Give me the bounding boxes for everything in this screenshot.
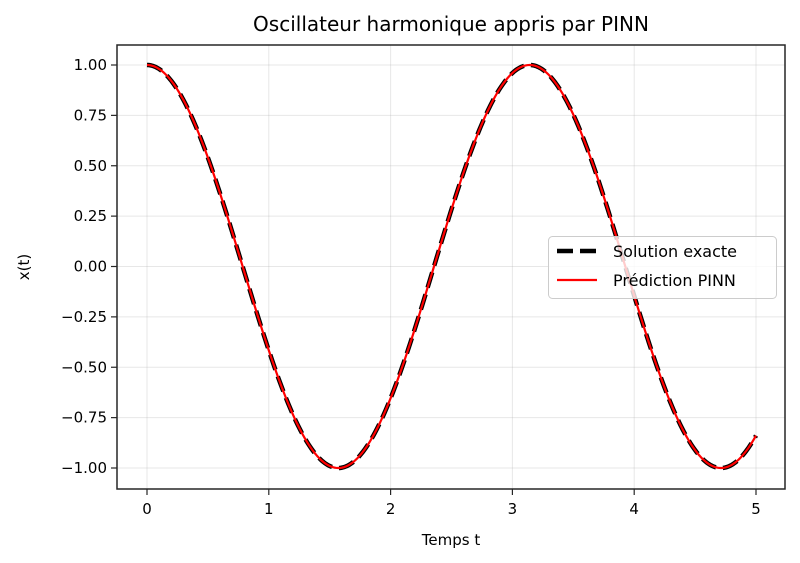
x-tick-label: 1 (264, 500, 274, 518)
legend: Solution exacte Prédiction PINN (548, 236, 777, 299)
y-tick-label: 0.25 (74, 207, 107, 225)
x-tick-label: 2 (386, 500, 396, 518)
y-tick-label: −0.50 (61, 358, 107, 376)
y-tick-label: 0.00 (74, 258, 107, 276)
y-tick-label: 0.50 (74, 157, 107, 175)
y-tick-label: −1.00 (61, 459, 107, 477)
legend-label-exact: Solution exacte (613, 242, 737, 261)
y-axis-label: x(t) (15, 254, 33, 280)
x-tick-label: 3 (508, 500, 518, 518)
x-tick-label: 5 (751, 500, 761, 518)
y-tick-label: 1.00 (74, 56, 107, 74)
legend-label-pinn: Prédiction PINN (613, 271, 736, 290)
x-axis-label: Temps t (421, 531, 481, 549)
plot-curves (146, 62, 758, 471)
y-axis-ticks: 1.00 0.75 0.50 0.25 0.00 −0.25 −0.50 −0.75 −1.00 (61, 56, 117, 477)
y-tick-label: 0.75 (74, 106, 107, 124)
chart-title: Oscillateur harmonique appris par PINN (253, 12, 649, 36)
legend-item-exact: Solution exacte (557, 242, 737, 261)
y-tick-label: −0.25 (61, 308, 107, 326)
x-tick-label: 4 (629, 500, 639, 518)
x-axis-ticks: 0 1 2 3 4 5 (142, 489, 761, 518)
y-tick-label: −0.75 (61, 409, 107, 427)
x-tick-label: 0 (142, 500, 152, 518)
legend-item-pinn: Prédiction PINN (557, 271, 736, 290)
legend-box (548, 236, 777, 299)
pinn-prediction-line (146, 63, 757, 470)
